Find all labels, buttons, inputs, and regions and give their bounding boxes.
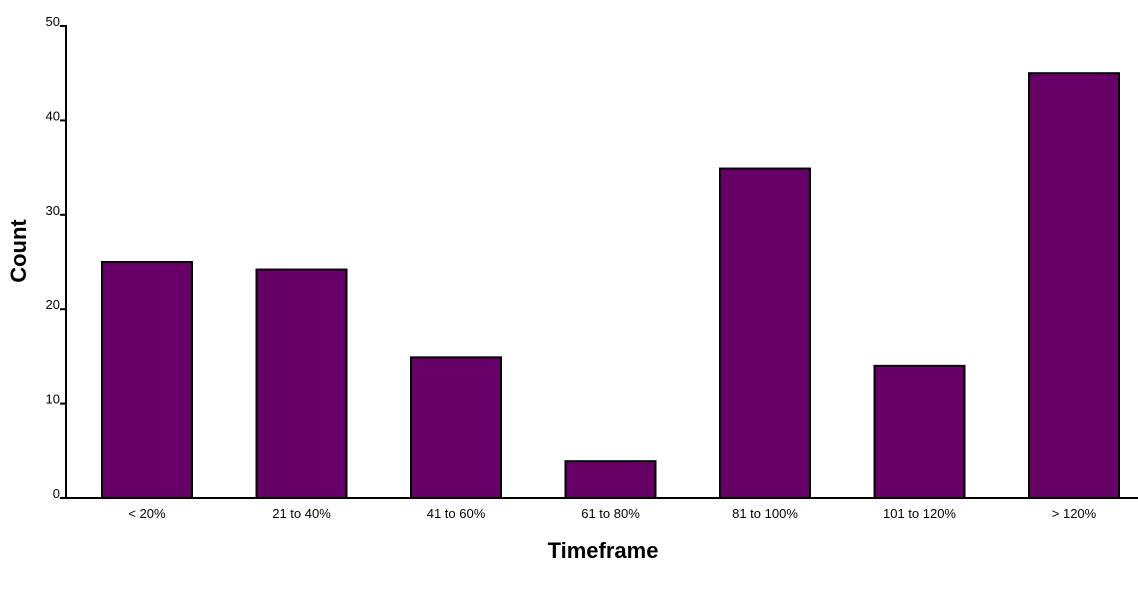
- bar: [101, 261, 193, 499]
- bar: [873, 364, 966, 499]
- x-tick-label: 61 to 80%: [581, 506, 640, 521]
- x-axis-title: Timeframe: [548, 538, 659, 563]
- x-tick-label: 101 to 120%: [883, 506, 956, 521]
- y-tick-label: 30: [46, 203, 60, 218]
- y-axis-title: Count: [6, 219, 31, 283]
- y-tick-label: 0: [53, 486, 60, 501]
- bar: [255, 268, 348, 499]
- y-axis-ticks: 0 10 20 30 40 50: [46, 14, 66, 501]
- y-tick-label: 20: [46, 297, 60, 312]
- y-tick-label: 10: [46, 392, 60, 407]
- bar: [719, 167, 811, 499]
- bar: [564, 460, 657, 499]
- y-tick-label: 40: [46, 108, 60, 123]
- x-tick-label: > 120%: [1052, 506, 1097, 521]
- bar: [410, 356, 502, 499]
- y-tick-label: 50: [46, 14, 60, 29]
- x-tick-label: 41 to 60%: [427, 506, 486, 521]
- x-axis-tick-labels: < 20% 21 to 40% 41 to 60% 61 to 80% 81 to 10…: [128, 506, 1096, 521]
- bars-group: [101, 72, 1120, 499]
- bar: [1028, 72, 1120, 499]
- x-tick-label: 81 to 100%: [732, 506, 798, 521]
- x-tick-label: 21 to 40%: [272, 506, 331, 521]
- x-tick-label: < 20%: [128, 506, 166, 521]
